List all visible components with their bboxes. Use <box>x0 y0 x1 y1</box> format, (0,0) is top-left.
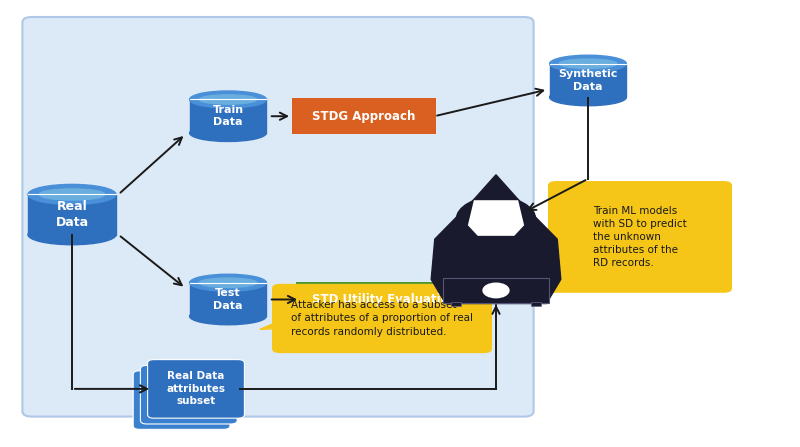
Ellipse shape <box>39 189 105 200</box>
Text: Synthetic
Data: Synthetic Data <box>558 69 618 92</box>
Polygon shape <box>431 175 561 304</box>
Bar <box>190 283 266 316</box>
Ellipse shape <box>550 89 626 106</box>
Polygon shape <box>260 321 312 329</box>
Text: Train ML models
with SD to predict
the unknown
attributes of the
RD records.: Train ML models with SD to predict the u… <box>593 206 687 268</box>
FancyBboxPatch shape <box>272 284 492 353</box>
FancyBboxPatch shape <box>450 301 461 306</box>
Circle shape <box>456 197 536 241</box>
Text: Test
Data: Test Data <box>214 288 242 311</box>
FancyBboxPatch shape <box>443 278 549 303</box>
FancyBboxPatch shape <box>548 181 732 293</box>
Ellipse shape <box>190 91 266 108</box>
Bar <box>550 64 626 97</box>
Ellipse shape <box>190 308 266 325</box>
FancyBboxPatch shape <box>531 301 542 306</box>
Ellipse shape <box>28 224 116 245</box>
Ellipse shape <box>550 55 626 72</box>
Circle shape <box>483 283 509 298</box>
Text: STDG Approach: STDG Approach <box>312 110 416 123</box>
FancyBboxPatch shape <box>22 17 534 417</box>
FancyBboxPatch shape <box>134 371 230 429</box>
Ellipse shape <box>199 278 257 287</box>
Ellipse shape <box>190 125 266 141</box>
FancyBboxPatch shape <box>140 366 237 424</box>
Polygon shape <box>469 201 523 235</box>
Text: Real
Data: Real Data <box>55 200 89 229</box>
Bar <box>190 100 266 133</box>
Text: Real Data
attributes
subset: Real Data attributes subset <box>166 371 226 406</box>
Polygon shape <box>536 241 588 255</box>
Ellipse shape <box>28 184 116 204</box>
FancyBboxPatch shape <box>296 282 472 317</box>
FancyBboxPatch shape <box>292 98 436 134</box>
Ellipse shape <box>559 59 617 68</box>
Ellipse shape <box>199 95 257 104</box>
Text: Attacker has access to a subset
of attributes of a proportion of real
records ra: Attacker has access to a subset of attri… <box>291 300 473 337</box>
Text: Train
Data: Train Data <box>213 105 243 127</box>
Text: STD Utility Evaluation: STD Utility Evaluation <box>311 293 457 306</box>
FancyBboxPatch shape <box>147 359 245 418</box>
Bar <box>28 194 116 235</box>
Ellipse shape <box>190 274 266 291</box>
